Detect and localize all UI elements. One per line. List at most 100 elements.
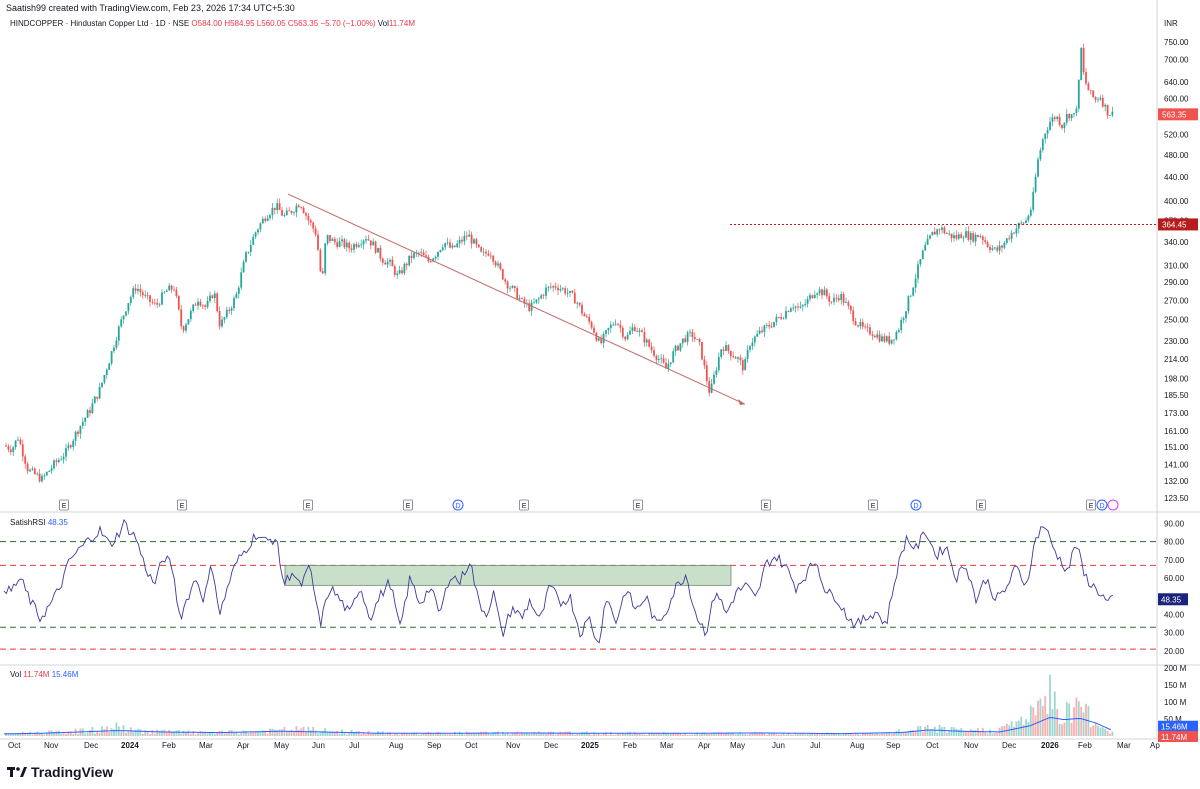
- vol-name[interactable]: Vol: [10, 670, 22, 679]
- volume-bar: [1073, 707, 1075, 736]
- rsi-line: [3, 518, 1113, 644]
- candle-body: [113, 347, 115, 352]
- candle-body: [674, 345, 677, 352]
- volume-bar: [569, 731, 571, 736]
- volume-bar: [187, 730, 190, 736]
- candle-body: [1049, 121, 1051, 130]
- candle-body: [801, 305, 804, 307]
- volume-bar: [945, 732, 948, 736]
- earnings-marker: [633, 499, 643, 511]
- candle-body: [1063, 122, 1066, 129]
- candle-body: [509, 287, 511, 289]
- candle-body: [681, 338, 684, 344]
- candle-body: [542, 295, 545, 296]
- candle-body: [192, 304, 195, 311]
- candle-body: [1058, 116, 1061, 125]
- earnings-marker: [403, 499, 413, 511]
- price-tick-label: 214.00: [1164, 355, 1189, 364]
- volume-bar: [357, 731, 360, 736]
- volume-bar: [257, 731, 259, 736]
- candle-body: [617, 323, 619, 325]
- earnings-marker-label: E: [871, 503, 876, 510]
- candle-body: [744, 359, 747, 371]
- volume-bar: [905, 732, 907, 736]
- candle-body: [600, 338, 603, 344]
- volume-bar: [1104, 728, 1107, 736]
- earnings-marker: [761, 499, 771, 511]
- candle-body: [818, 289, 821, 294]
- candle-body: [1109, 115, 1111, 117]
- volume-bar: [765, 734, 768, 736]
- candle-body: [389, 259, 391, 262]
- volume-bar: [201, 731, 204, 736]
- volume-bar: [230, 730, 233, 736]
- volume-bar: [348, 733, 351, 736]
- candle-body: [895, 331, 898, 340]
- volume-bar: [801, 733, 804, 736]
- volume-bar: [924, 726, 927, 736]
- earnings-marker-label: E: [1089, 503, 1094, 510]
- candle-body: [768, 325, 771, 327]
- volume-bar: [989, 729, 991, 736]
- candle-body: [583, 313, 586, 317]
- candle-body: [585, 316, 588, 318]
- volume-bar: [588, 733, 591, 736]
- candle-body: [439, 249, 442, 252]
- volume-bar: [228, 730, 231, 736]
- volume-bar: [537, 731, 540, 736]
- earnings-marker: [303, 499, 313, 511]
- candle-body: [110, 351, 113, 364]
- candle-body: [614, 323, 617, 325]
- volume-bar: [929, 730, 931, 736]
- volume-bar: [468, 732, 471, 736]
- candle-body: [1082, 47, 1085, 73]
- earnings-marker: [177, 499, 187, 511]
- candle-body: [741, 360, 744, 371]
- candle-body: [581, 304, 583, 314]
- volume-bar: [437, 731, 439, 736]
- volume-bar: [955, 728, 958, 736]
- candle-body: [269, 215, 271, 219]
- vol-value-2: 15.46M: [51, 670, 79, 679]
- candle-body: [74, 431, 77, 441]
- volume-bar: [698, 734, 701, 736]
- rsi-name[interactable]: SatishRSI: [10, 518, 46, 527]
- candle-body: [324, 243, 327, 274]
- candle-body: [501, 269, 504, 280]
- x-tick-label: Aug: [389, 741, 403, 750]
- volume-bar: [309, 730, 312, 736]
- candle-body: [1041, 139, 1044, 151]
- candle-body: [98, 386, 101, 399]
- x-tick-label: 2025: [581, 741, 599, 750]
- candle-body: [1039, 150, 1042, 160]
- volume-bar: [669, 733, 672, 736]
- candle-body: [765, 325, 768, 326]
- candle-body: [482, 251, 485, 253]
- candle-body: [285, 210, 288, 216]
- symbol-label[interactable]: HINDCOPPER · Hindustan Copper Ltd · 1D ·…: [10, 19, 190, 28]
- candle-body: [657, 359, 660, 361]
- candle-body: [746, 349, 749, 360]
- tradingview-logo[interactable]: TradingView: [7, 764, 113, 780]
- candle-body: [797, 306, 799, 308]
- vol-last-tag: [1158, 731, 1198, 743]
- volume-bar: [881, 733, 883, 736]
- volume-bar: [199, 731, 202, 736]
- candle-body: [991, 248, 994, 250]
- dividend-marker: [1096, 499, 1108, 511]
- volume-bar: [821, 733, 823, 736]
- candle-body: [273, 207, 276, 211]
- candle-body: [1080, 47, 1083, 80]
- candle-body: [883, 336, 886, 342]
- volume-bar: [1058, 723, 1061, 736]
- candle-body: [372, 241, 375, 246]
- candle-body: [199, 301, 202, 306]
- dividend-marker-label: D: [914, 503, 919, 510]
- candle-body: [89, 410, 91, 413]
- candle-body: [549, 286, 552, 288]
- volume-bar: [729, 733, 732, 736]
- candle-body: [756, 333, 759, 337]
- price-tick-label: 123.50: [1164, 494, 1189, 503]
- volume-bar: [873, 733, 876, 736]
